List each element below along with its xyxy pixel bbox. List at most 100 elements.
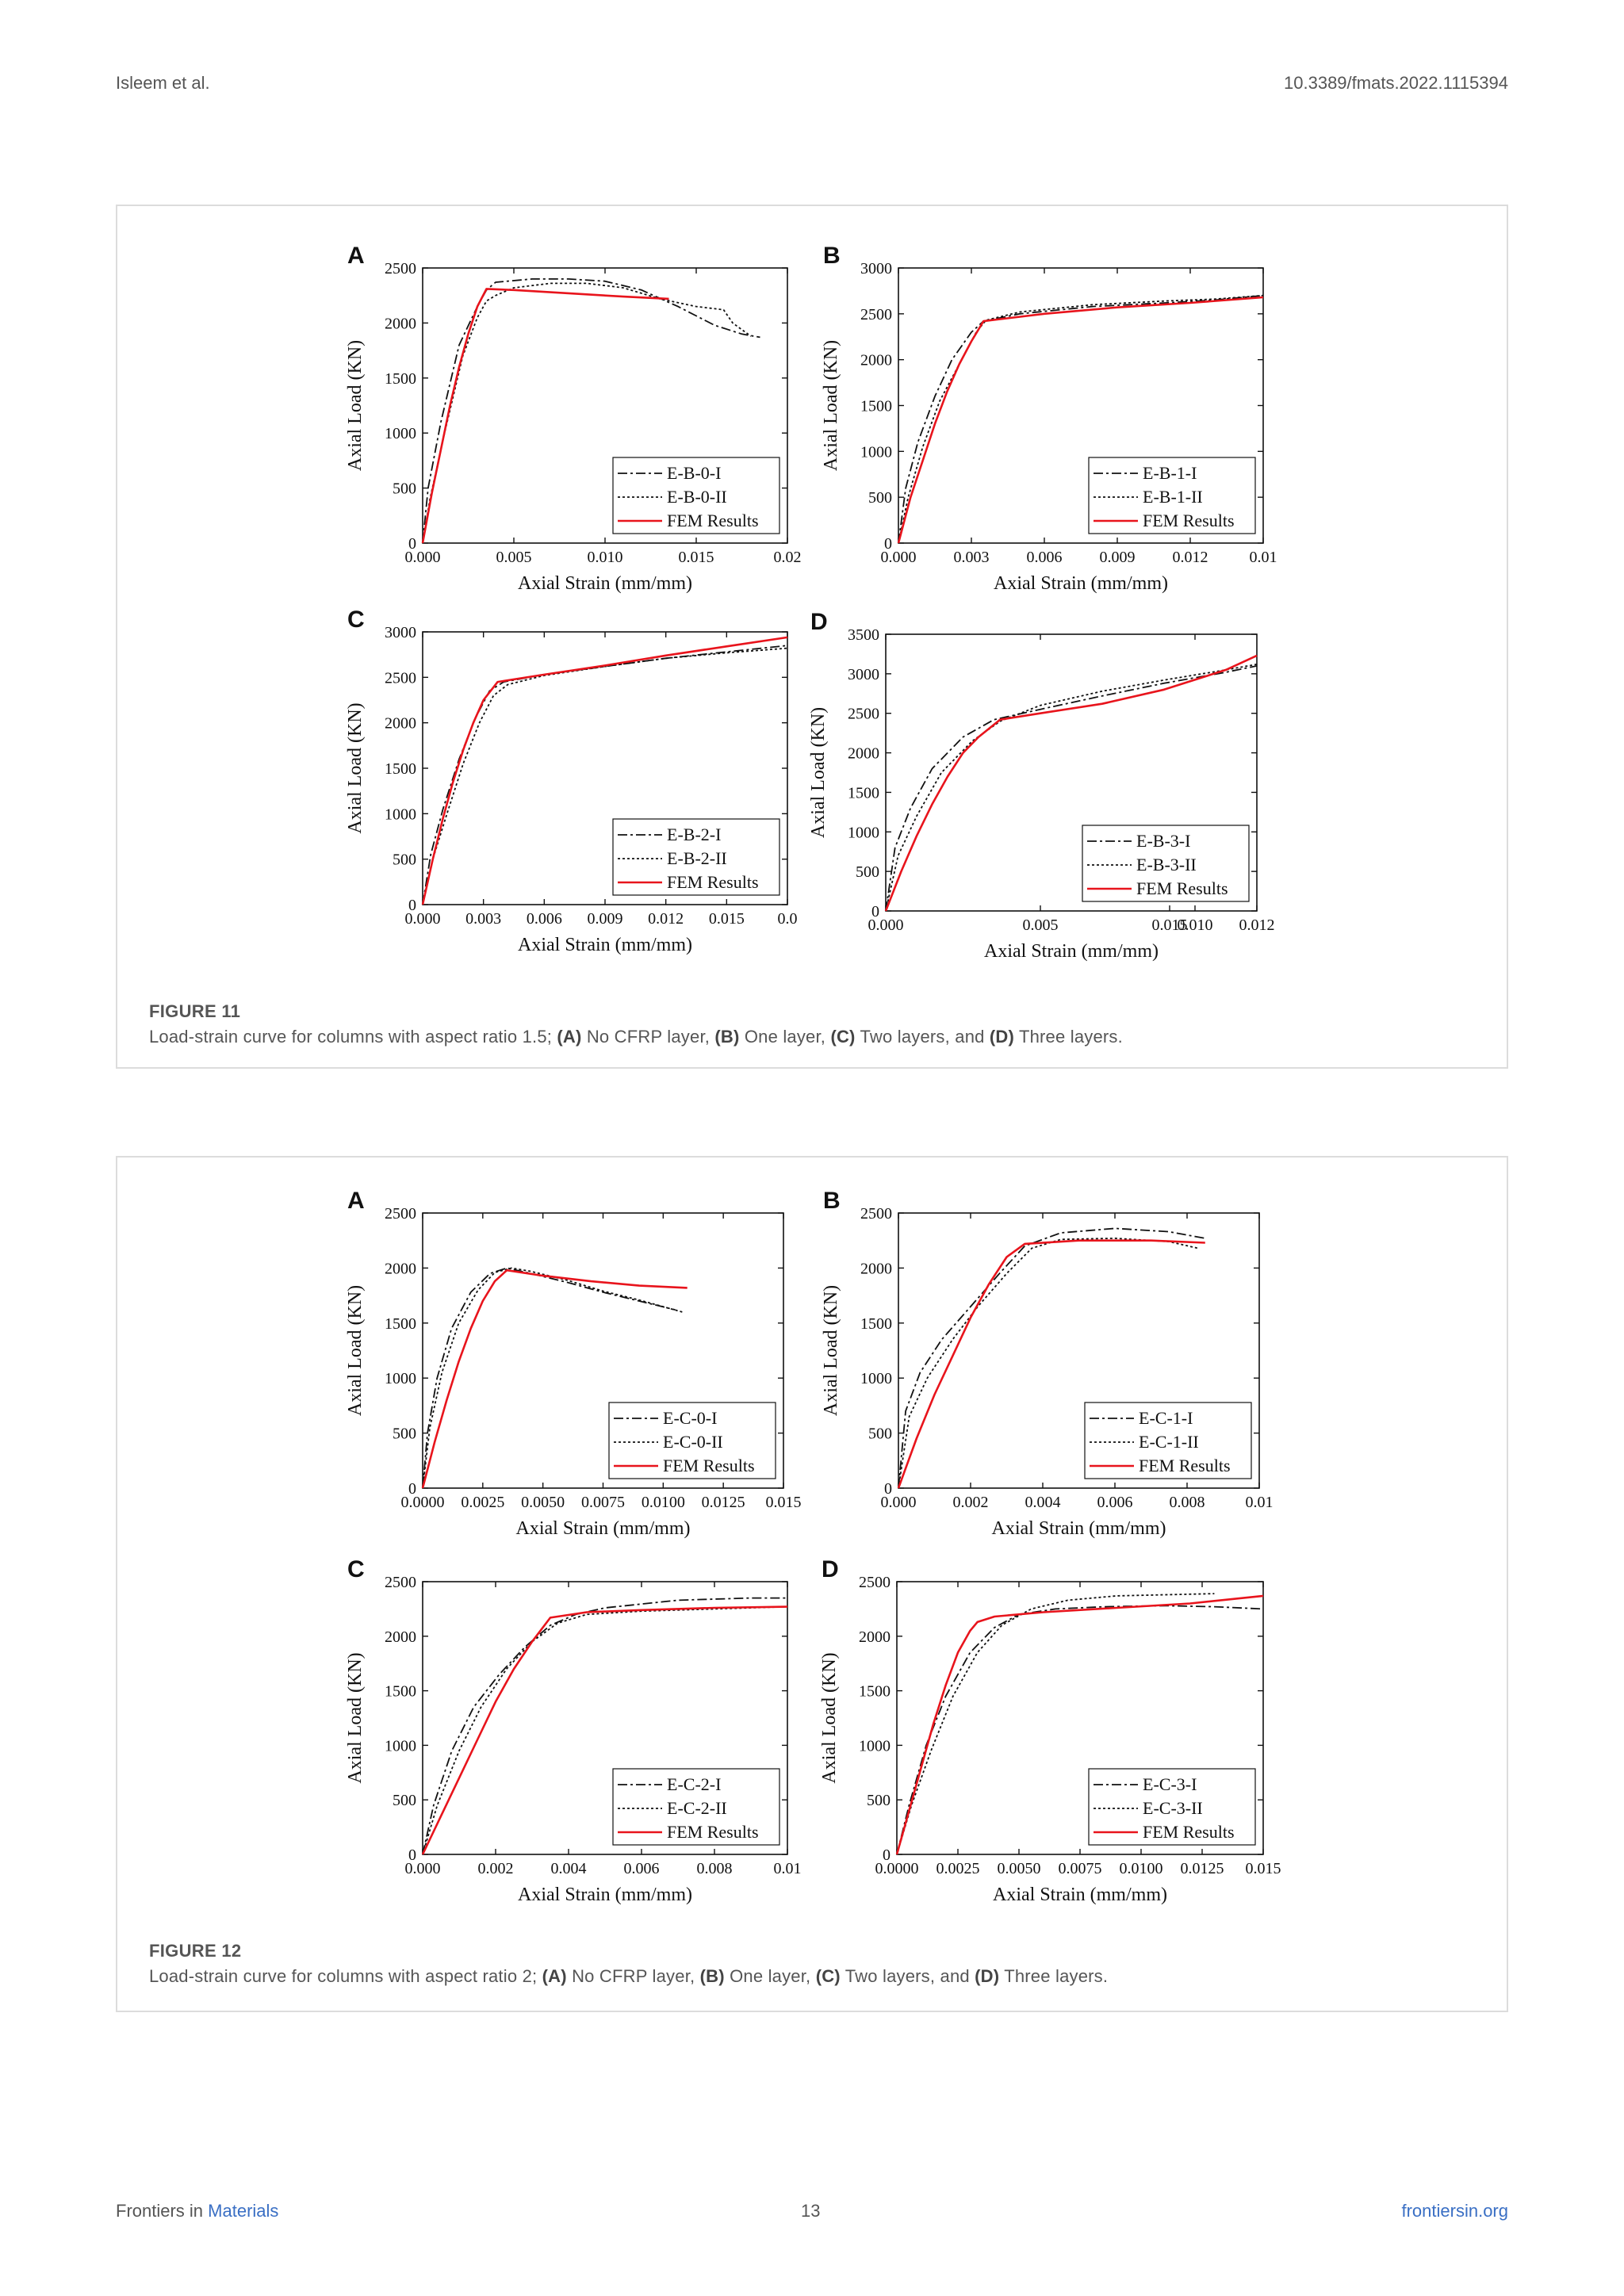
legend-label: E-B-0-II <box>667 487 727 507</box>
chart-panel-a: A 0.0000 0.0025 0.0050 0.0075 0.0100 0.0125 0.0… <box>345 1188 802 1539</box>
legend-label: E-C-3-I <box>1143 1774 1197 1794</box>
figure-11: A 0.000 0.005 0.010 0.015 0.02 0 500 1000 1500 200… <box>116 205 1508 1069</box>
footer-journal-name[interactable]: Materials <box>208 2201 279 2221</box>
x-tick-label: 0.01 <box>774 1860 802 1877</box>
y-tick-label: 2500 <box>860 1205 892 1223</box>
plot-frame <box>885 633 1258 912</box>
x-tick-label: 0.015 <box>1246 1860 1281 1877</box>
caption-text-run: Three layers. <box>1014 1027 1123 1047</box>
y-tick-label: 1000 <box>385 1737 416 1755</box>
chart-panel-a: A 0.000 0.005 0.010 0.015 0.02 0 500 1000 1500 200… <box>345 243 802 594</box>
x-tick-label: 0.000 <box>405 1860 441 1877</box>
figure-11-charts: A0.000 0.005 0.010 0.015 0.02050010001500200… <box>345 243 1277 962</box>
x-tick-label: 0.000 <box>405 910 441 928</box>
y-tick-label: 3000 <box>848 666 879 683</box>
y-tick-label: 1500 <box>859 1683 891 1701</box>
x-tick-label: 0.004 <box>551 1860 587 1877</box>
x-tick-label: 0.002 <box>478 1860 514 1877</box>
panel-letter: D <box>822 1556 839 1582</box>
x-tick-label: 0.0125 <box>702 1494 745 1511</box>
panel-letter: A <box>347 1188 365 1214</box>
chart-panel-d: D 0.0000 0.0025 0.0050 0.0075 0.0100 0.0125 0.0… <box>819 1556 1281 1905</box>
y-tick-label: 500 <box>868 1425 892 1443</box>
caption-panel-ref: (A) <box>557 1027 582 1047</box>
legend-label: E-B-1-I <box>1143 463 1197 483</box>
caption-text-run: No CFRP layer, <box>581 1027 715 1047</box>
x-tick-label: 0.0025 <box>461 1494 504 1511</box>
caption-panel-ref: (B) <box>714 1027 740 1047</box>
y-axis-label: Axial Load (KN) <box>345 1285 366 1416</box>
caption-panel-ref: (D) <box>975 1966 1000 1986</box>
y-axis-label: Axial Load (KN) <box>821 1285 841 1416</box>
series-line-e-c-1-ii <box>898 1238 1198 1489</box>
caption-text-run: Two layers, and <box>840 1966 975 1986</box>
y-tick-label: 2500 <box>385 1574 416 1591</box>
legend-label: E-B-1-II <box>1143 487 1203 507</box>
panel-letter: C <box>347 607 365 633</box>
caption-text-run: One layer, <box>739 1027 831 1047</box>
series-line-fem-results <box>897 296 1264 544</box>
x-tick-label: 0.015 <box>679 549 714 566</box>
y-tick-label: 2500 <box>848 706 879 723</box>
x-tick-label: 0.0025 <box>936 1860 980 1877</box>
figure-11-caption: Load-strain curve for columns with aspec… <box>149 1027 1123 1047</box>
x-tick-label: 0.012 <box>1173 549 1208 566</box>
x-tick-label: 0.01 <box>1250 549 1277 566</box>
x-tick-label: 0.0075 <box>581 1494 625 1511</box>
y-tick-label: 0 <box>408 1846 416 1864</box>
series-line-e-b-2-ii <box>422 647 788 905</box>
x-tick-label: 0.015 <box>709 910 745 928</box>
legend-label: E-C-1-II <box>1139 1432 1199 1452</box>
x-tick-label: 0.003 <box>954 549 990 566</box>
caption-panel-ref: (C) <box>830 1027 856 1047</box>
x-tick-label: 0.010 <box>588 549 623 566</box>
legend-label: E-B-3-I <box>1136 831 1190 851</box>
x-tick-label: 0.000 <box>868 916 904 934</box>
x-tick-label: 0.012 <box>648 910 684 928</box>
caption-panel-ref: (C) <box>815 1966 841 1986</box>
y-tick-label: 500 <box>393 480 416 498</box>
y-tick-label: 0 <box>884 1480 892 1498</box>
series-line-e-b-1-i <box>898 294 1264 544</box>
x-tick-label: 0.005 <box>496 549 532 566</box>
y-tick-label: 2500 <box>385 1205 416 1223</box>
y-tick-label: 1000 <box>385 425 416 442</box>
legend-label: FEM Results <box>1143 1822 1235 1842</box>
x-tick-label: 0.0000 <box>401 1494 445 1511</box>
y-tick-label: 0 <box>408 1480 416 1498</box>
panel-letter: D <box>810 609 828 635</box>
y-tick-label: 1500 <box>385 370 416 388</box>
x-tick-label: 0.003 <box>465 910 501 928</box>
series-line-e-c-3-ii <box>896 1593 1215 1855</box>
panel-letter: C <box>347 1556 365 1582</box>
caption-text-run: No CFRP layer, <box>566 1966 700 1986</box>
x-axis-label: Axial Strain (mm/mm) <box>516 1518 691 1539</box>
footer-site-link[interactable]: frontiersin.org <box>1401 2201 1508 2221</box>
y-tick-label: 1500 <box>385 760 416 778</box>
y-tick-label: 500 <box>393 1425 416 1443</box>
x-tick-label: 0.000 <box>881 549 917 566</box>
series-line-e-c-2-i <box>422 1597 787 1855</box>
x-tick-label: 0.012 <box>1239 916 1275 934</box>
y-axis-label: Axial Load (KN) <box>345 1652 366 1783</box>
x-axis-label: Axial Strain (mm/mm) <box>994 573 1168 594</box>
series-line-fem-results <box>421 1605 788 1855</box>
caption-text-run: Three layers. <box>999 1966 1109 1986</box>
legend-label: E-C-3-II <box>1143 1798 1203 1818</box>
x-tick-label: 0.0100 <box>642 1494 685 1511</box>
y-tick-label: 2000 <box>385 715 416 733</box>
y-tick-label: 0 <box>408 897 416 914</box>
running-header-authors: Isleem et al. <box>116 73 210 93</box>
legend-label: E-B-3-II <box>1136 855 1197 874</box>
x-tick-label: 0.01 <box>1246 1494 1274 1511</box>
y-tick-label: 500 <box>393 851 416 869</box>
series-line-fem-results <box>421 1269 688 1489</box>
y-tick-label: 500 <box>867 1792 891 1809</box>
legend-label: FEM Results <box>667 1822 759 1842</box>
x-tick-label: 0.010 <box>1178 916 1213 934</box>
legend-label: E-C-2-II <box>667 1798 727 1818</box>
plot-frame <box>898 1212 1260 1489</box>
legend-label: E-C-0-II <box>663 1432 723 1452</box>
running-header-doi[interactable]: 10.3389/fmats.2022.1115394 <box>1284 73 1508 93</box>
series-line-fem-results <box>421 636 788 905</box>
